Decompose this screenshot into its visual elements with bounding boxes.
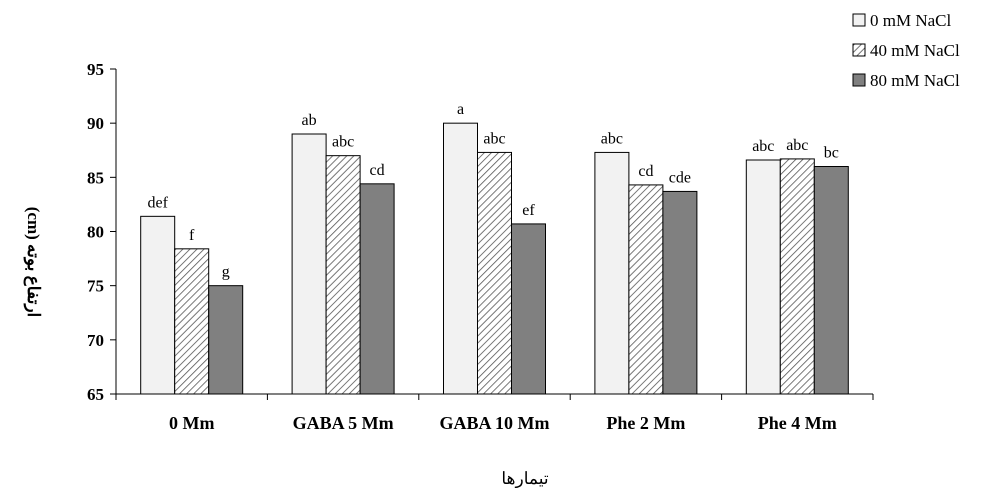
x-axis-title: تیمارها xyxy=(501,469,548,488)
bar xyxy=(477,151,512,395)
x-tick-label: Phe 2 Mm xyxy=(606,413,685,433)
legend-swatch xyxy=(852,13,866,27)
bar-data-label: abc xyxy=(601,130,623,147)
y-tick-label: 80 xyxy=(87,223,104,242)
bar xyxy=(208,285,244,395)
y-tick-label: 70 xyxy=(87,331,104,350)
bar-data-label: ef xyxy=(522,202,535,219)
y-tick-label: 65 xyxy=(87,385,104,404)
legend-label: 80 mM NaCl xyxy=(870,71,960,90)
bar xyxy=(140,215,176,395)
legend-swatch xyxy=(852,43,866,57)
bar-data-label: bc xyxy=(824,145,839,162)
axes: 65 70 75 80 85 90 95 0 Mm GABA 5 Mm GABA 10 Mm Phe… xyxy=(87,60,874,433)
x-tick-label: 0 Mm xyxy=(169,413,214,433)
bar xyxy=(511,223,546,395)
y-axis-title: ارتفاع بوته (cm) xyxy=(23,207,43,318)
bar-data-label: a xyxy=(457,101,464,118)
bar-data-label: f xyxy=(189,227,195,244)
legend-label: 40 mM NaCl xyxy=(870,41,960,60)
bar xyxy=(443,122,478,395)
bar-data-label: abc xyxy=(332,134,354,151)
bar-data-label: abc xyxy=(483,130,505,147)
bar-data-label: cd xyxy=(638,163,653,180)
bars xyxy=(140,122,849,395)
bar xyxy=(662,190,698,395)
bar xyxy=(745,159,781,395)
bar xyxy=(174,248,210,395)
bar xyxy=(291,133,327,395)
legend-label: 0 mM NaCl xyxy=(870,11,952,30)
y-tick-label: 85 xyxy=(87,168,104,187)
bar xyxy=(325,155,361,395)
bar xyxy=(813,166,849,395)
bar-data-label: ab xyxy=(302,112,317,129)
bar-data-label: cd xyxy=(370,162,385,179)
bar-data-label: cde xyxy=(669,169,691,186)
x-tick-label: GABA 10 Mm xyxy=(440,413,550,433)
bar xyxy=(628,184,664,395)
bar xyxy=(779,158,815,395)
bar-data-label: def xyxy=(147,194,168,211)
x-tick-label: Phe 4 Mm xyxy=(758,413,837,433)
bar-data-label: g xyxy=(222,264,230,281)
bar xyxy=(594,151,630,395)
bar-data-label: abc xyxy=(786,137,808,154)
legend: 0 mM NaCl 40 mM NaCl 80 mM NaCl xyxy=(852,11,960,90)
y-tick-label: 90 xyxy=(87,114,104,133)
y-tick-label: 95 xyxy=(87,60,104,79)
x-tick-label: GABA 5 Mm xyxy=(293,413,394,433)
y-tick-label: 75 xyxy=(87,277,104,296)
legend-swatch xyxy=(852,73,866,87)
bar xyxy=(359,183,395,395)
bar-data-label: abc xyxy=(752,138,774,155)
